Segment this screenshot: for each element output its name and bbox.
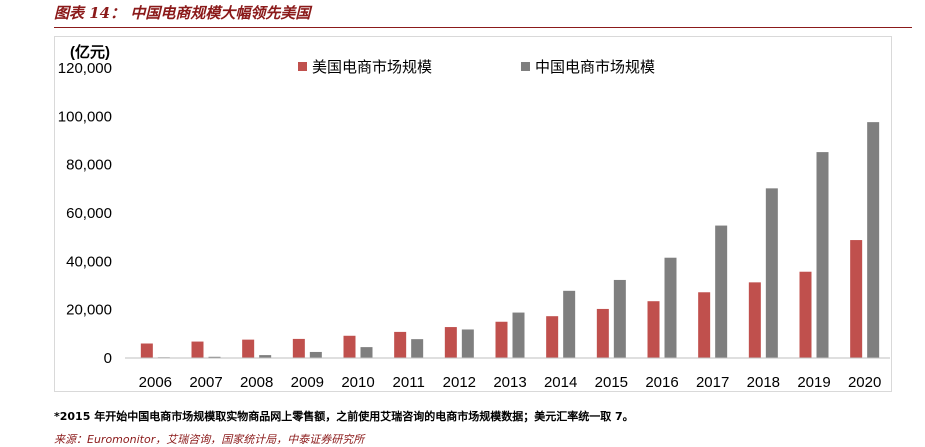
- us-bar-2015: [596, 308, 609, 358]
- cn-bar-2009: [309, 351, 322, 358]
- x-tick-label: 2012: [443, 374, 476, 391]
- cn-bar-2015: [613, 279, 626, 358]
- figure-title: 图表 14： 中国电商规模大幅领先美国: [54, 4, 311, 22]
- us-bar-2013: [495, 321, 508, 358]
- legend-swatch: [298, 62, 307, 71]
- legend-swatch: [521, 62, 530, 71]
- legend-label: 美国电商市场规模: [312, 58, 432, 76]
- cn-bar-2016: [664, 257, 677, 358]
- x-tick-label: 2007: [189, 374, 222, 391]
- x-axis: 2006 2007 2008 2009 2010 2011 2012 2013 2014 2015…: [125, 357, 890, 391]
- x-tick-label: 2019: [797, 374, 830, 391]
- us-bar-2007: [191, 341, 204, 358]
- x-tick-label: 2015: [595, 374, 628, 391]
- cn-bar-2013: [512, 312, 525, 358]
- us-bar-2018: [748, 282, 761, 358]
- x-tick-label: 2011: [393, 374, 425, 391]
- us-bar-2010: [343, 335, 356, 358]
- x-tick-label: 2016: [645, 374, 678, 391]
- x-tick-label: 2009: [291, 374, 324, 391]
- y-tick-label: 40,000: [66, 253, 112, 270]
- us-bar-2008: [242, 339, 255, 358]
- cn-bar-2010: [360, 347, 373, 358]
- x-tick-label: 2017: [696, 374, 729, 391]
- title-divider: [54, 27, 912, 28]
- cn-bar-2012: [461, 329, 474, 358]
- cn-bar-2014: [563, 290, 576, 358]
- y-tick-label: 60,000: [66, 205, 112, 222]
- bar-chart: (亿元) 0 20,000 40,000 60,000 80,000 100,000 120,…: [58, 43, 890, 391]
- y-axis-unit-label: (亿元): [70, 43, 110, 61]
- y-tick-label: 20,000: [66, 302, 112, 319]
- cn-bar-2020: [867, 122, 880, 358]
- y-tick-label: 100,000: [58, 108, 112, 125]
- us-bar-2019: [799, 271, 812, 358]
- bars: [140, 122, 880, 358]
- us-bar-2016: [647, 301, 660, 358]
- x-tick-label: 2010: [341, 374, 374, 391]
- source-line: 来源：Euromonitor，艾瑞咨询，国家统计局，中泰证券研究所: [54, 433, 365, 446]
- cn-bar-2011: [411, 339, 424, 358]
- legend: 美国电商市场规模 中国电商市场规模: [298, 58, 655, 76]
- x-tick-label: 2008: [240, 374, 273, 391]
- footnote: *2015 年开始中国电商市场规模取实物商品网上零售额，之前使用艾瑞咨询的电商市…: [54, 410, 634, 423]
- us-bar-2017: [698, 292, 711, 358]
- legend-label: 中国电商市场规模: [535, 58, 655, 76]
- x-tick-label: 2014: [544, 374, 577, 391]
- cn-bar-2017: [715, 225, 728, 358]
- us-bar-2009: [292, 338, 305, 358]
- x-tick-label: 2013: [493, 374, 526, 391]
- us-bar-2011: [394, 331, 407, 358]
- us-bar-2012: [444, 327, 457, 358]
- y-tick-label: 120,000: [58, 60, 112, 77]
- x-tick-label: 2006: [139, 374, 172, 391]
- x-tick-label: 2020: [848, 374, 881, 391]
- us-bar-2020: [850, 240, 863, 358]
- cn-bar-2019: [816, 152, 829, 358]
- cn-bar-2018: [765, 188, 778, 358]
- y-axis: (亿元) 0 20,000 40,000 60,000 80,000 100,000 120,…: [58, 43, 112, 367]
- us-bar-2006: [140, 343, 153, 358]
- y-tick-label: 80,000: [66, 157, 112, 174]
- cn-bar-2007: [208, 356, 221, 358]
- cn-bar-2008: [259, 355, 272, 358]
- y-tick-label: 0: [104, 350, 112, 367]
- chart-frame: [54, 36, 892, 392]
- x-tick-label: 2018: [747, 374, 780, 391]
- us-bar-2014: [546, 316, 559, 358]
